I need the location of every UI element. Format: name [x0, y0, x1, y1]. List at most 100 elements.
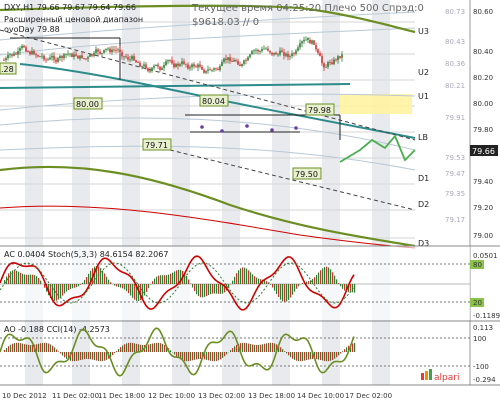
ac-bar	[108, 279, 110, 284]
candle-body	[161, 67, 163, 70]
candle-body	[135, 60, 137, 63]
candle-body	[219, 66, 221, 71]
ao-bar	[112, 352, 114, 356]
candle-body	[137, 62, 139, 63]
ao-bar	[294, 352, 296, 360]
candle-body	[179, 64, 181, 66]
ao-bar	[212, 352, 214, 362]
ac-bar	[354, 284, 356, 293]
ao-bar	[274, 343, 276, 352]
candlestick-series	[3, 36, 343, 75]
ao-bar	[222, 352, 224, 358]
candle-body	[285, 53, 287, 56]
svg-text:79.00: 79.00	[473, 232, 493, 240]
ac-bar	[276, 284, 278, 294]
ao-bar	[120, 347, 122, 352]
ao-bar	[268, 342, 270, 352]
svg-text:80.40: 80.40	[473, 48, 493, 56]
candle-body	[17, 51, 19, 55]
candle-body	[243, 60, 245, 64]
ac-bar	[222, 284, 224, 294]
svg-text:17 Dec 02:00: 17 Dec 02:00	[345, 392, 392, 400]
svg-text:80.60: 80.60	[473, 8, 493, 16]
candle-body	[19, 48, 21, 52]
candle-body	[157, 64, 159, 67]
ac-bar	[26, 274, 28, 284]
ac-bar	[326, 266, 328, 284]
candle-body	[31, 50, 33, 55]
ao-bar	[162, 343, 164, 352]
svg-text:79.91: 79.91	[445, 114, 465, 122]
candle-body	[73, 54, 75, 57]
ao-bar	[254, 344, 256, 352]
candle-body	[281, 50, 283, 53]
ac-bar	[288, 284, 290, 300]
ac-bar	[192, 284, 194, 288]
ac-bar	[76, 284, 78, 288]
level-d1: D1	[418, 174, 429, 183]
ao-bar	[38, 343, 40, 352]
ac-bar	[14, 270, 16, 284]
ac-bar	[282, 284, 284, 302]
target-zone	[340, 94, 412, 114]
ac-bar	[8, 273, 10, 284]
candle-body	[85, 58, 87, 60]
candle-body	[123, 56, 125, 58]
ac-bar	[308, 281, 310, 284]
candle-body	[195, 66, 197, 68]
ao-bar	[282, 349, 284, 352]
candle-body	[113, 49, 115, 51]
ao-bar	[314, 352, 316, 360]
candle-body	[271, 52, 273, 55]
level-u2: U2	[418, 68, 429, 77]
candle-body	[253, 50, 255, 52]
candle-body	[93, 52, 95, 56]
ac-bar	[244, 267, 246, 284]
ao-bar	[30, 344, 32, 352]
candle-body	[239, 64, 241, 67]
ac-bar	[178, 269, 180, 284]
candle-body	[229, 57, 231, 62]
ac-bar	[290, 284, 292, 298]
ao-bar	[116, 351, 118, 352]
ac-bar	[170, 273, 172, 284]
ac-bar	[58, 284, 60, 300]
candle-body	[139, 62, 141, 67]
ac-bar	[136, 284, 138, 301]
ac-bar	[120, 284, 122, 288]
candle-body	[23, 45, 25, 48]
ao-bar	[32, 344, 34, 352]
ac-bar	[86, 277, 88, 284]
candle-body	[247, 57, 249, 61]
ac-bar	[64, 284, 66, 294]
svg-text:0.113: 0.113	[473, 324, 493, 332]
ao-bar	[128, 342, 130, 352]
candle-body	[149, 70, 151, 72]
candle-body	[311, 40, 313, 44]
ac-bar	[246, 268, 248, 284]
candle-body	[213, 68, 215, 70]
svg-text:10 Dec 2012: 10 Dec 2012	[2, 392, 47, 400]
ao-bar	[336, 352, 338, 358]
ao-bar	[338, 352, 340, 356]
ac-bar	[122, 284, 124, 289]
ao-bar	[136, 343, 138, 352]
ao-bar	[248, 343, 250, 352]
ao-bar	[64, 352, 66, 358]
svg-text:80.20: 80.20	[473, 74, 493, 82]
ao-bar	[242, 342, 244, 352]
ao-bar	[326, 352, 328, 362]
candle-body	[293, 53, 295, 55]
svg-text:0.0501: 0.0501	[473, 252, 498, 260]
candle-body	[329, 62, 331, 63]
svg-text:13 Dec 02:00: 13 Dec 02:00	[198, 392, 245, 400]
red-ma-line	[0, 205, 416, 249]
candle-body	[87, 56, 89, 59]
ac-bar	[242, 267, 244, 284]
candle-body	[97, 49, 99, 52]
ac-bar	[264, 280, 266, 284]
ac-bar	[212, 284, 214, 294]
candle-body	[63, 54, 65, 59]
ao-bar	[346, 347, 348, 352]
